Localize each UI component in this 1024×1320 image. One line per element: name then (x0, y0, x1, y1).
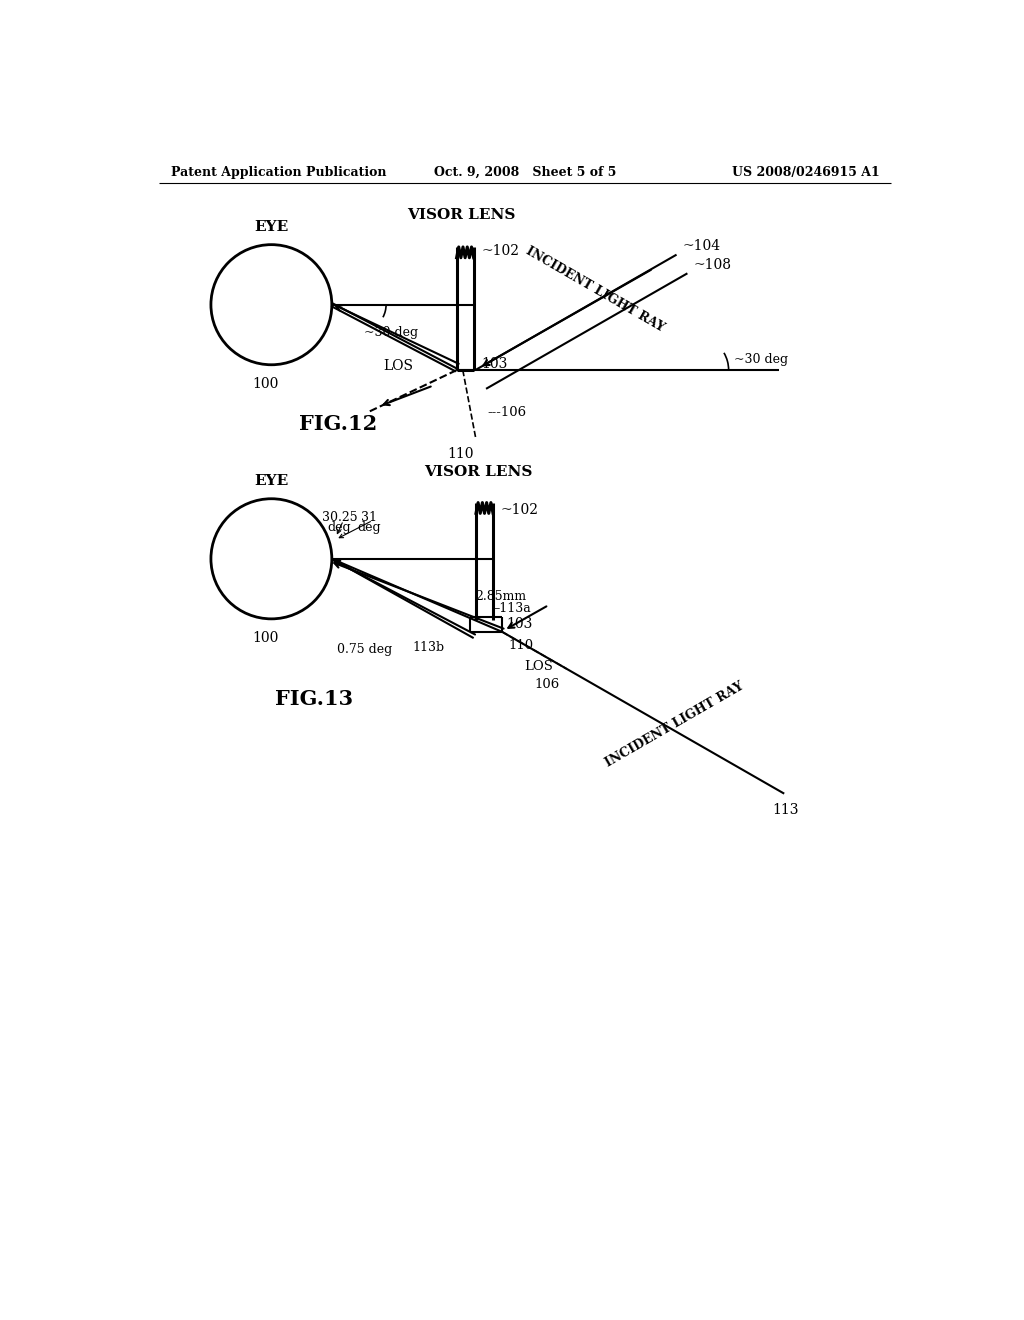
Text: INCIDENT LIGHT RAY: INCIDENT LIGHT RAY (603, 680, 745, 770)
Text: INCIDENT LIGHT RAY: INCIDENT LIGHT RAY (523, 244, 667, 334)
Text: EYE: EYE (254, 220, 289, 234)
Text: VISOR LENS: VISOR LENS (424, 466, 532, 479)
Text: VISOR LENS: VISOR LENS (408, 209, 515, 222)
Text: deg: deg (328, 521, 351, 535)
Text: 30.25: 30.25 (322, 511, 357, 524)
Text: ---106: ---106 (487, 407, 526, 418)
Text: 100: 100 (252, 631, 279, 645)
Text: LOS: LOS (524, 660, 553, 673)
Text: 113: 113 (772, 803, 799, 817)
Text: 31: 31 (361, 511, 377, 524)
Text: ~30 deg: ~30 deg (734, 352, 788, 366)
Text: ~30 deg: ~30 deg (365, 326, 419, 339)
Text: 110: 110 (447, 447, 474, 461)
Text: 100: 100 (252, 378, 279, 391)
Text: Oct. 9, 2008   Sheet 5 of 5: Oct. 9, 2008 Sheet 5 of 5 (433, 166, 616, 178)
Text: EYE: EYE (254, 474, 289, 488)
Text: ~102: ~102 (501, 503, 539, 517)
Text: Patent Application Publication: Patent Application Publication (171, 166, 386, 178)
Text: FIG.13: FIG.13 (275, 689, 353, 709)
Text: 103: 103 (481, 356, 508, 371)
Text: 113b: 113b (412, 640, 444, 653)
Text: ~104: ~104 (683, 239, 721, 253)
Text: LOS: LOS (384, 359, 414, 372)
Text: ~108: ~108 (693, 257, 731, 272)
Text: 110: 110 (509, 639, 534, 652)
Text: 106: 106 (535, 677, 560, 690)
Text: ~102: ~102 (481, 244, 519, 257)
Text: –113a: –113a (493, 602, 530, 615)
Text: 103: 103 (506, 618, 532, 631)
Text: 0.75 deg: 0.75 deg (337, 643, 392, 656)
Text: US 2008/0246915 A1: US 2008/0246915 A1 (732, 166, 880, 178)
Text: FIG.12: FIG.12 (299, 414, 377, 434)
Text: 2.85mm: 2.85mm (475, 590, 526, 603)
Text: deg: deg (357, 521, 381, 535)
